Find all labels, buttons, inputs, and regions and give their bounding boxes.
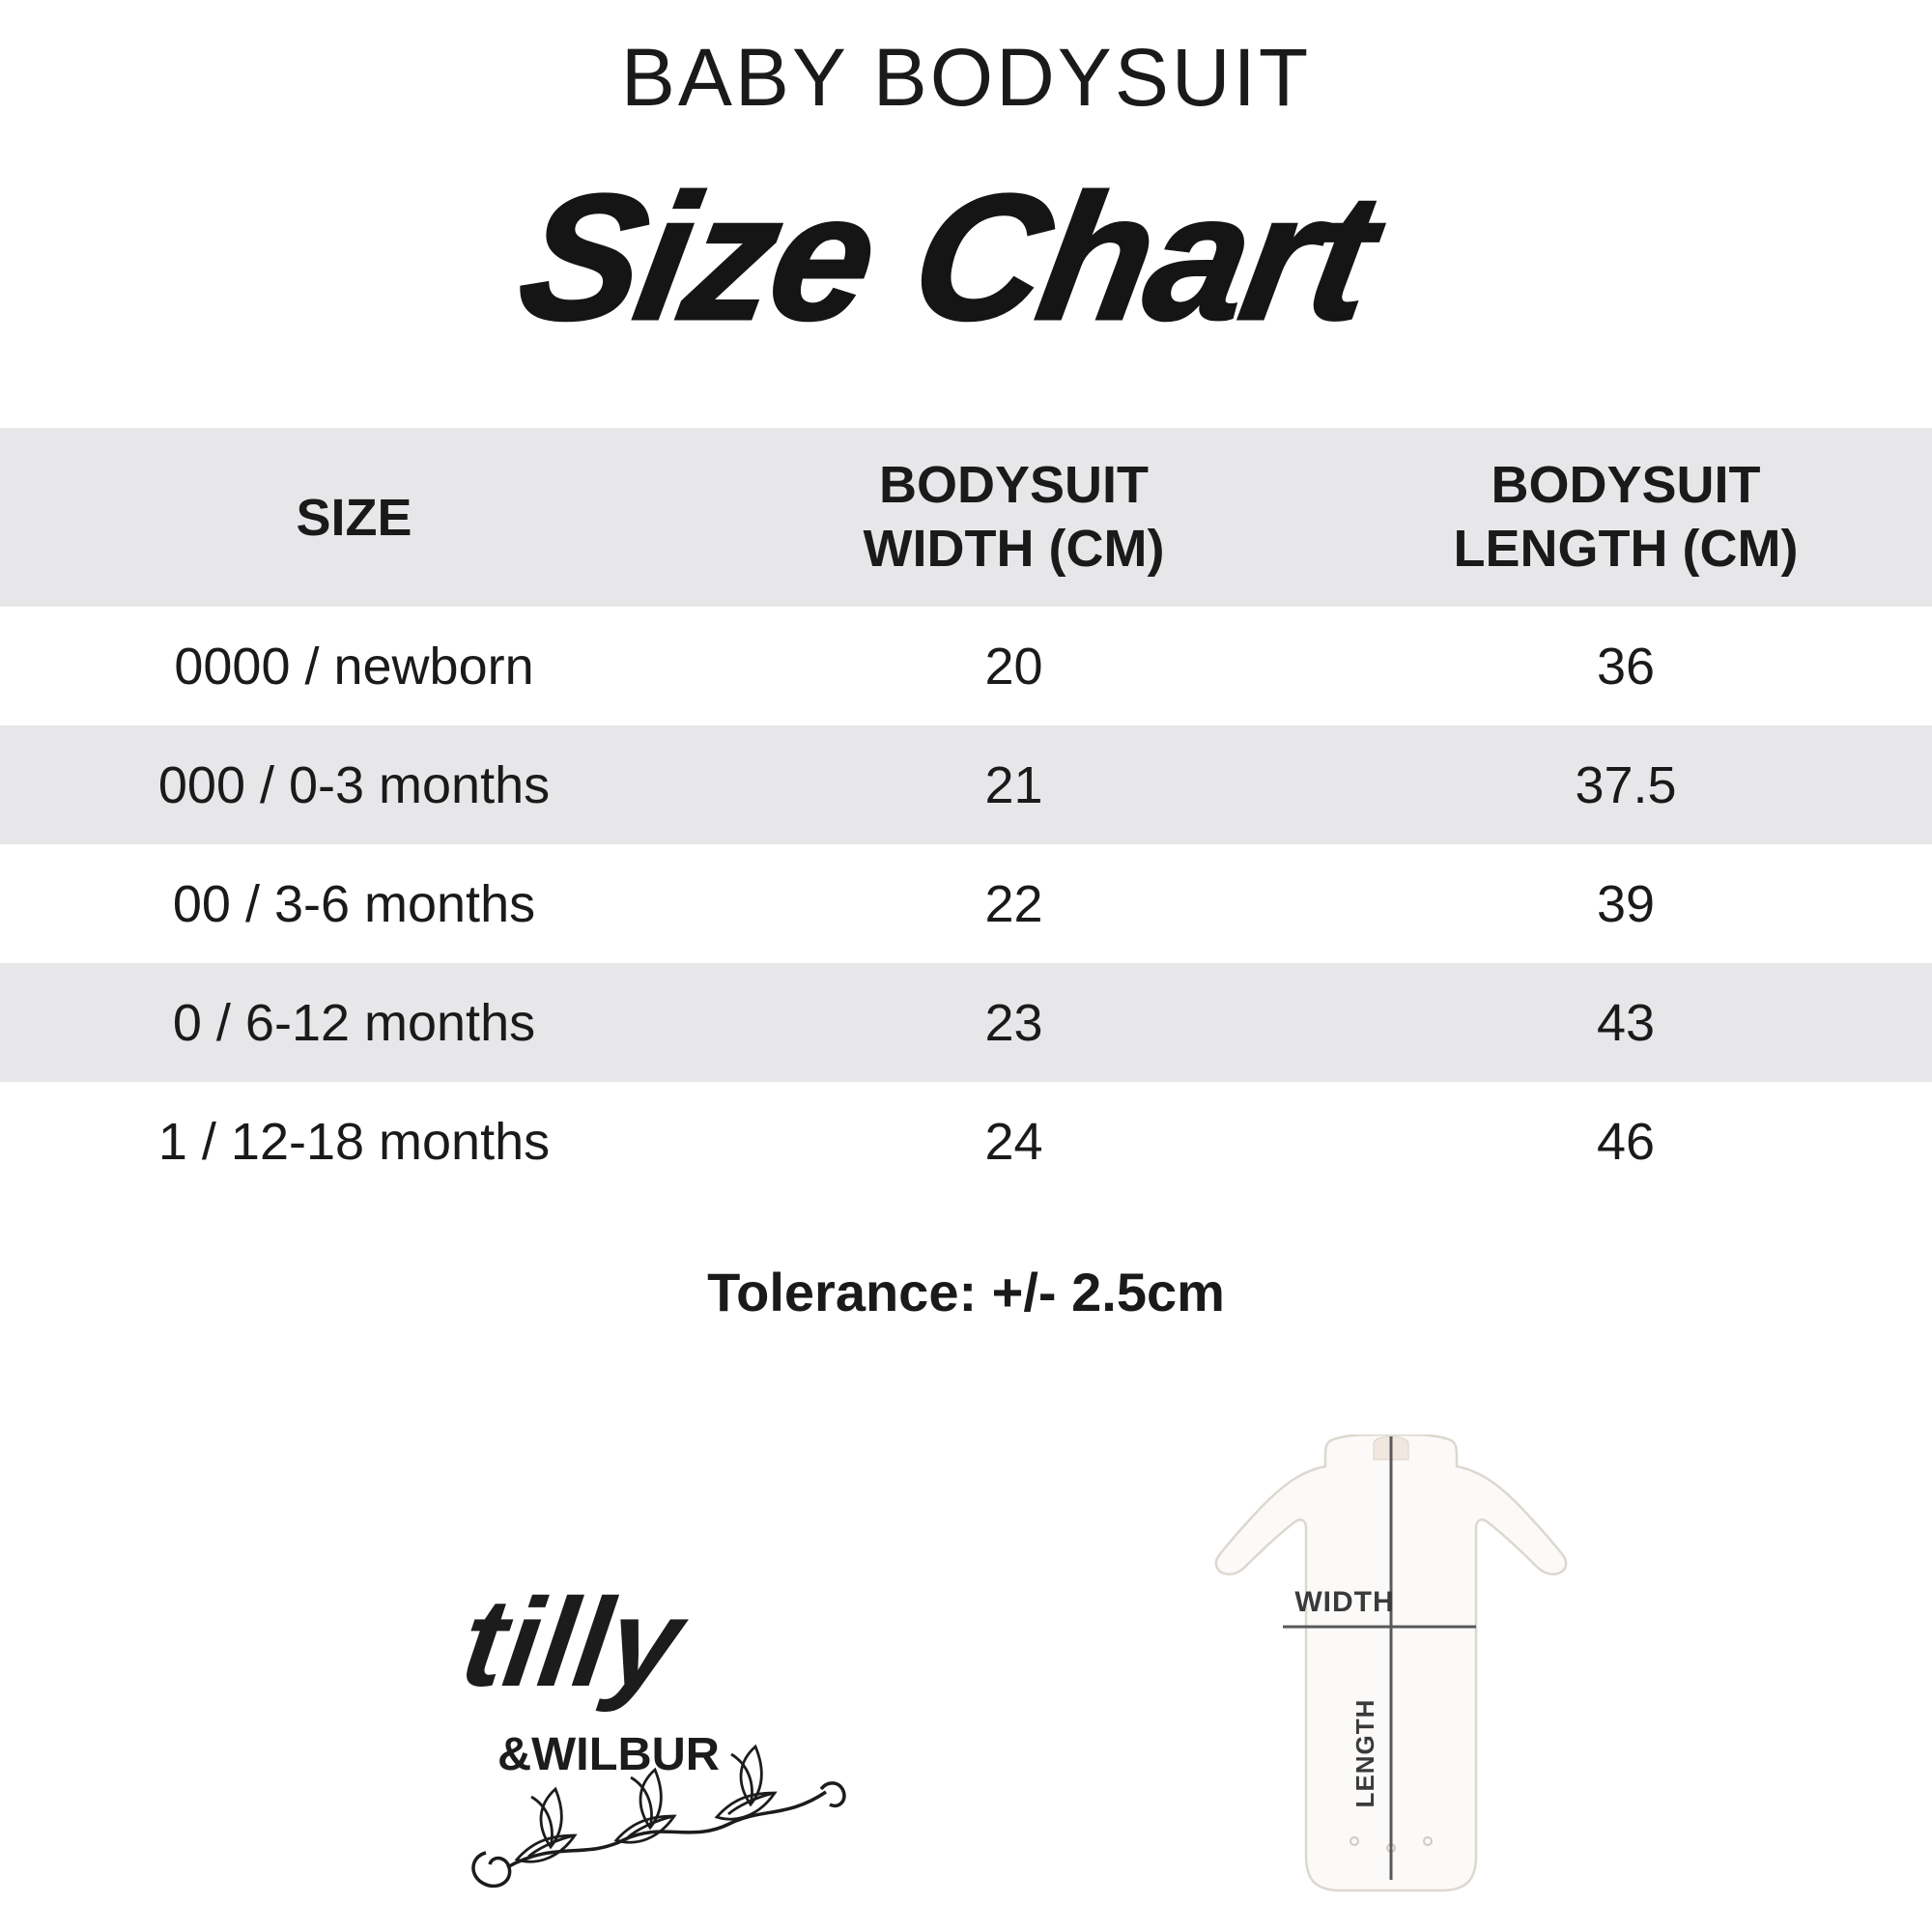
svg-text:&WILBUR: &WILBUR: [497, 1729, 720, 1780]
svg-text:tilly: tilly: [459, 1573, 696, 1713]
svg-text:WIDTH: WIDTH: [1294, 1586, 1394, 1618]
svg-text:LENGTH: LENGTH: [1350, 1699, 1379, 1808]
svg-text:Size Chart: Size Chart: [507, 156, 1397, 356]
